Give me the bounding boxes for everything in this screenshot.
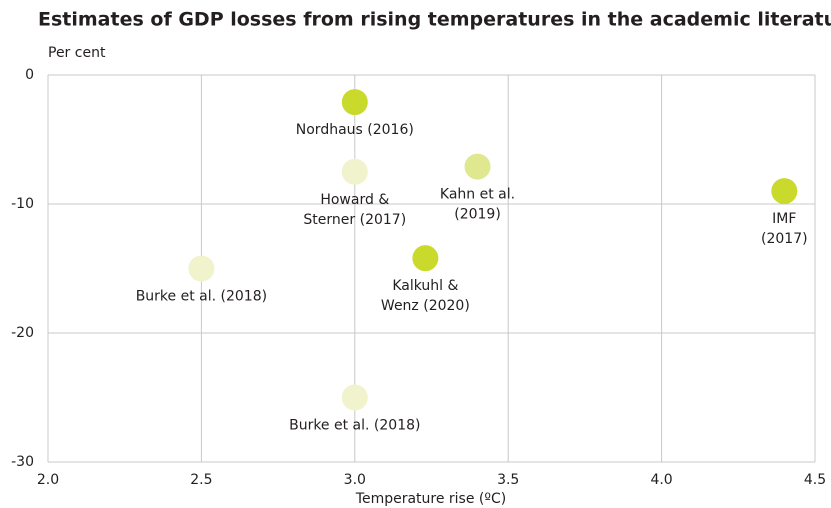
point-label: (2019)	[454, 207, 501, 223]
x-tick-label: 3.0	[344, 472, 366, 488]
point	[464, 153, 491, 180]
x-tick-label: 2.5	[190, 472, 212, 488]
point-label: Wenz (2020)	[381, 298, 470, 314]
point-label: Nordhaus (2016)	[296, 122, 414, 138]
point	[341, 384, 368, 411]
y-tick-label: 0	[25, 67, 34, 83]
point-label: Burke et al. (2018)	[289, 418, 420, 434]
chart-title: Estimates of GDP losses from rising temp…	[38, 9, 831, 31]
y-tick-label: -10	[11, 196, 34, 212]
x-tick-label: 4.0	[650, 472, 672, 488]
point	[341, 89, 368, 116]
x-axis-label: Temperature rise (ºC)	[355, 491, 506, 507]
point-label: Sterner (2017)	[303, 212, 406, 228]
point-label: Burke et al. (2018)	[136, 289, 267, 305]
point-label: Howard &	[320, 192, 389, 208]
point	[188, 255, 215, 282]
point-label: (2017)	[761, 231, 808, 247]
x-tick-label: 4.5	[804, 472, 826, 488]
point-label: IMF	[772, 211, 796, 227]
point-label: Kahn et al.	[440, 187, 515, 203]
y-tick-label: -20	[11, 325, 34, 341]
x-tick-label: 3.5	[497, 472, 519, 488]
y-tick-label: -30	[11, 454, 34, 470]
x-tick-label: 2.0	[37, 472, 59, 488]
point	[341, 158, 368, 185]
point	[412, 245, 439, 272]
point-label: Kalkuhl &	[392, 278, 458, 294]
point	[771, 178, 798, 205]
y-axis-label: Per cent	[48, 45, 106, 61]
